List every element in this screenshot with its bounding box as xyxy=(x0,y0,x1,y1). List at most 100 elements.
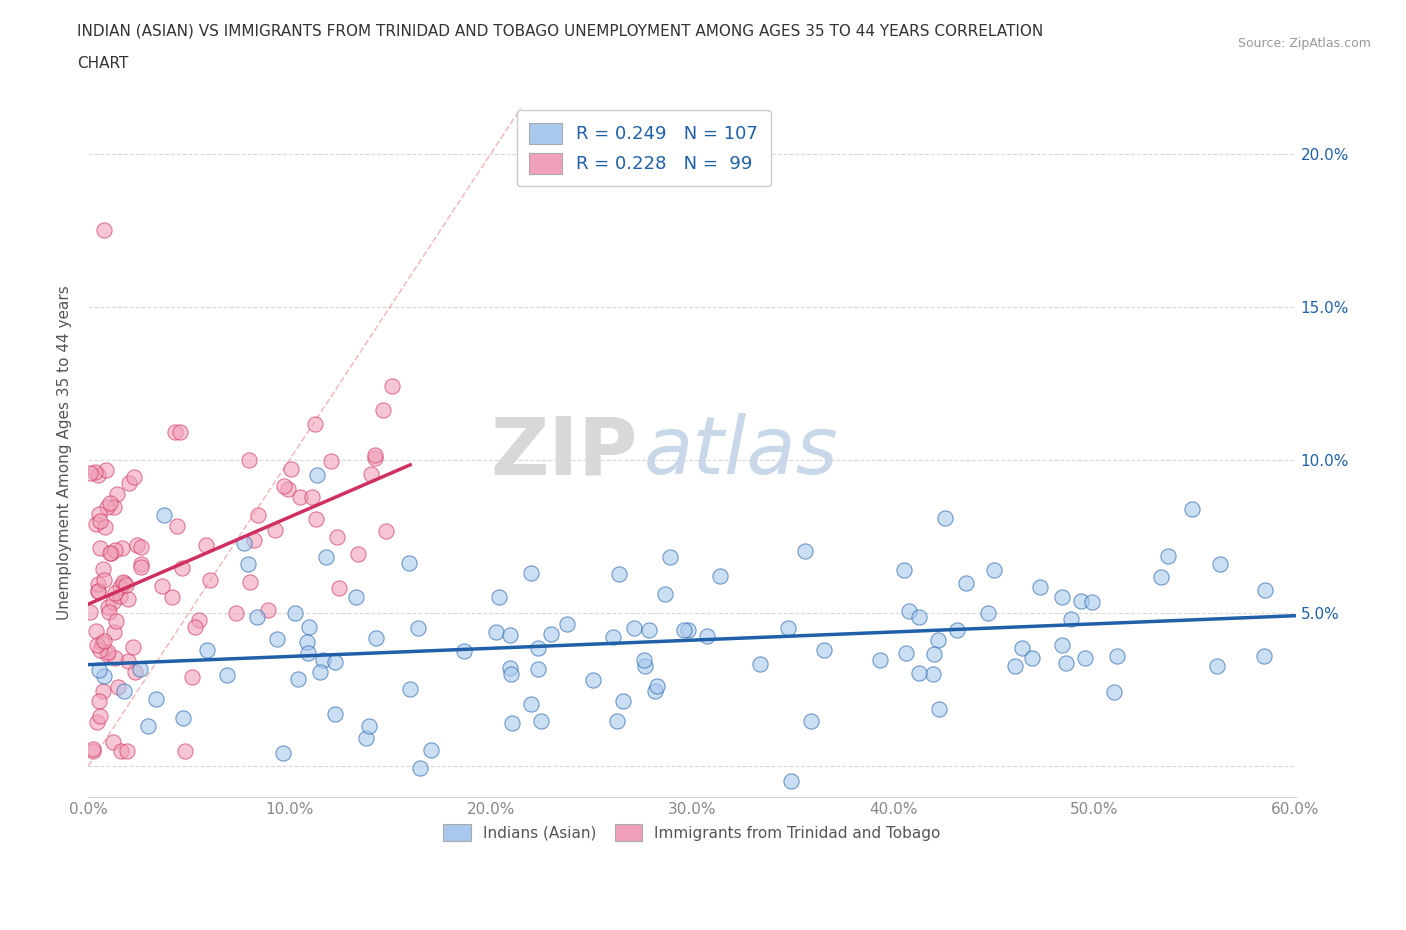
Point xyxy=(100,545,122,560)
Point xyxy=(793,543,815,558)
Point xyxy=(295,634,318,649)
Point xyxy=(91,635,114,650)
Point xyxy=(485,624,508,639)
Point xyxy=(312,653,335,668)
Point xyxy=(89,507,111,522)
Point xyxy=(91,684,114,698)
Text: atlas: atlas xyxy=(644,413,838,491)
Text: INDIAN (ASIAN) VS IMMIGRANTS FROM TRINIDAD AND TOBAGO UNEMPLOYMENT AMONG AGES 35: INDIAN (ASIAN) VS IMMIGRANTS FROM TRINID… xyxy=(77,23,1043,38)
Point xyxy=(1060,611,1083,626)
Point xyxy=(325,706,347,721)
Point xyxy=(409,761,432,776)
Point xyxy=(264,523,287,538)
Point xyxy=(103,624,125,639)
Point xyxy=(145,692,167,707)
Point xyxy=(101,594,124,609)
Point xyxy=(243,533,266,548)
Point xyxy=(96,462,118,477)
Point xyxy=(131,539,153,554)
Point xyxy=(633,653,655,668)
Point xyxy=(326,529,349,544)
Point xyxy=(82,741,104,756)
Point xyxy=(612,693,634,708)
Text: Source: ZipAtlas.com: Source: ZipAtlas.com xyxy=(1237,37,1371,50)
Point xyxy=(181,670,204,684)
Point xyxy=(184,619,207,634)
Point xyxy=(93,669,115,684)
Point xyxy=(654,587,676,602)
Point xyxy=(89,694,111,709)
Point xyxy=(659,550,682,565)
Point xyxy=(105,487,128,502)
Point xyxy=(98,546,121,561)
Point xyxy=(453,644,475,658)
Point xyxy=(1253,649,1275,664)
Point xyxy=(364,448,387,463)
Point xyxy=(709,568,731,583)
Point xyxy=(301,489,323,504)
Point xyxy=(526,661,548,676)
Point xyxy=(271,746,294,761)
Point xyxy=(499,666,522,681)
Point xyxy=(366,631,388,645)
Point xyxy=(555,617,578,631)
Point xyxy=(238,575,260,590)
Point xyxy=(97,604,120,619)
Point xyxy=(121,640,143,655)
Point xyxy=(297,646,319,661)
Point xyxy=(1208,556,1230,571)
Point xyxy=(776,620,799,635)
Point xyxy=(117,654,139,669)
Point xyxy=(922,646,945,661)
Y-axis label: Unemployment Among Ages 35 to 44 years: Unemployment Among Ages 35 to 44 years xyxy=(58,285,72,619)
Point xyxy=(108,589,131,604)
Point xyxy=(582,672,605,687)
Point xyxy=(898,604,921,618)
Point xyxy=(200,573,222,588)
Point xyxy=(540,627,562,642)
Point xyxy=(236,557,259,572)
Point xyxy=(86,624,108,639)
Point xyxy=(101,735,124,750)
Point xyxy=(347,546,370,561)
Point xyxy=(344,590,367,604)
Point xyxy=(748,657,770,671)
Point xyxy=(321,454,343,469)
Point xyxy=(107,679,129,694)
Point xyxy=(399,682,422,697)
Point xyxy=(530,713,553,728)
Text: ZIP: ZIP xyxy=(491,413,637,491)
Point xyxy=(305,512,328,526)
Point xyxy=(112,576,135,591)
Point xyxy=(166,518,188,533)
Point xyxy=(104,613,127,628)
Point xyxy=(922,667,945,682)
Point xyxy=(398,555,420,570)
Point xyxy=(1070,593,1092,608)
Point xyxy=(87,583,110,598)
Point xyxy=(908,610,931,625)
Point xyxy=(290,490,312,505)
Point xyxy=(644,684,666,698)
Point xyxy=(94,520,117,535)
Point xyxy=(188,613,211,628)
Point xyxy=(91,562,114,577)
Point xyxy=(1081,595,1104,610)
Point xyxy=(280,462,302,477)
Point xyxy=(117,591,139,606)
Point xyxy=(364,451,387,466)
Point xyxy=(136,719,159,734)
Text: CHART: CHART xyxy=(77,56,129,71)
Point xyxy=(634,658,657,673)
Point xyxy=(406,620,429,635)
Point xyxy=(354,730,377,745)
Point xyxy=(97,600,120,615)
Point xyxy=(371,403,394,418)
Point xyxy=(298,619,321,634)
Point xyxy=(519,697,541,711)
Point xyxy=(83,464,105,479)
Point xyxy=(162,590,184,604)
Point xyxy=(238,453,260,468)
Point xyxy=(305,468,328,483)
Point xyxy=(1102,684,1125,699)
